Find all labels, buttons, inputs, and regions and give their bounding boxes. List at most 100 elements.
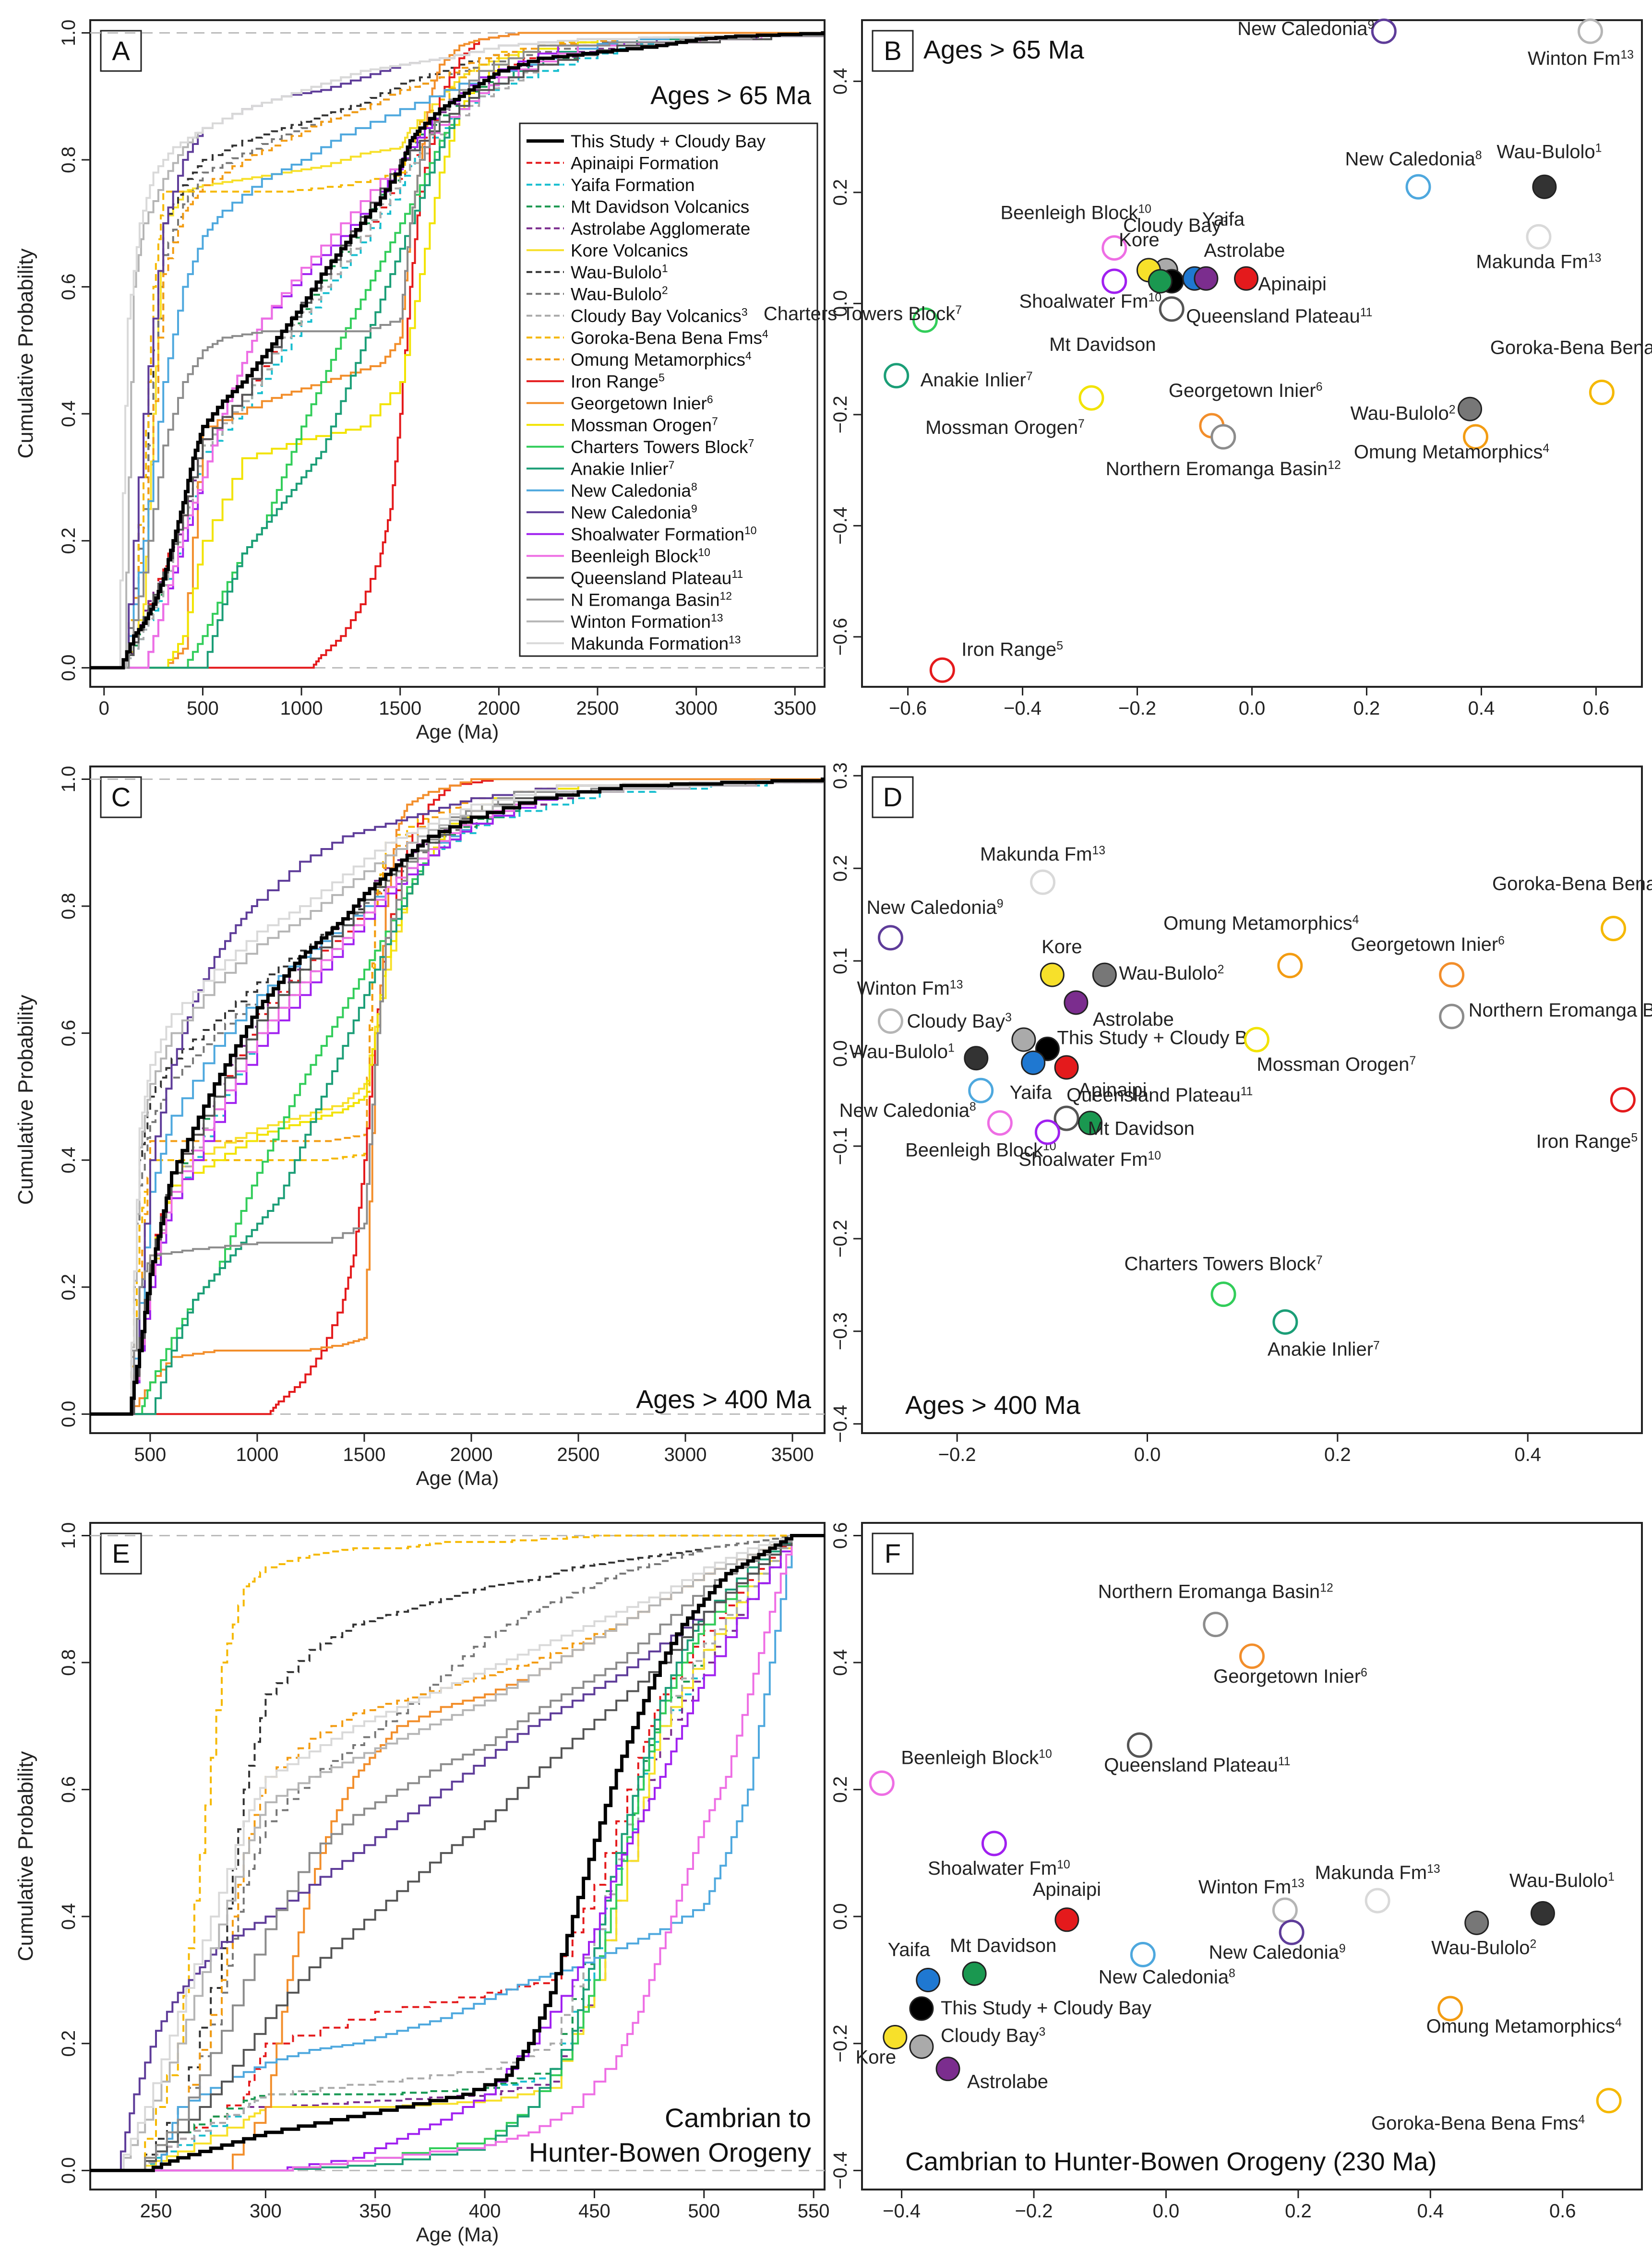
point-label: Makunda Fm13 [980, 844, 1105, 865]
y-tick-label: 0.1 [830, 947, 851, 974]
point-label: Astrolabe [1093, 1009, 1174, 1030]
legend-label: Mossman Orogen7 [571, 415, 718, 435]
data-point [1234, 266, 1259, 291]
data-point [987, 1110, 1013, 1136]
series-line [90, 1534, 825, 2172]
plot-frame [89, 766, 826, 1434]
legend-label: This Study + Cloudy Bay [571, 132, 766, 151]
x-tick-label: 1000 [236, 1444, 278, 1465]
data-point [964, 1046, 989, 1071]
x-tick-label: 3000 [664, 1444, 707, 1465]
data-point [1210, 424, 1236, 450]
point-label: Mt Davidson [950, 1935, 1056, 1956]
point-label: Yaifa [1010, 1082, 1053, 1103]
series-line [90, 778, 825, 1415]
point-label: Kore [856, 2047, 897, 2068]
data-point [929, 657, 955, 683]
point-label: Beenleigh Block10 [1001, 203, 1151, 224]
data-point [1532, 174, 1557, 199]
data-point [1021, 1050, 1046, 1075]
panel-letter: C [111, 782, 131, 812]
data-point [1101, 235, 1127, 261]
data-point [1034, 1119, 1060, 1145]
y-tick-label: 0.2 [830, 1776, 851, 1803]
y-tick-label: 0.2 [58, 1274, 79, 1301]
data-point [912, 307, 938, 333]
y-tick-label: 0.2 [58, 527, 79, 554]
plot-frame [861, 1522, 1643, 2190]
series-line [90, 1534, 825, 2172]
x-tick-label: 0.2 [1285, 2201, 1312, 2222]
legend-label: Wau-Bulolo1 [571, 262, 668, 282]
y-tick-label: 0.6 [830, 1522, 851, 1549]
data-point [1078, 385, 1104, 411]
y-tick-label: 0.0 [830, 1040, 851, 1067]
y-tick-label: −0.4 [830, 507, 851, 545]
point-label: Northern Eromanga Basin12 [1106, 458, 1341, 479]
x-tick-label: 0.0 [1134, 1444, 1161, 1465]
point-label: Apinaipi [1033, 1879, 1101, 1900]
data-point [877, 925, 903, 951]
point-label: Kore [1119, 229, 1160, 251]
point-label: Omung Metamorphics4 [1163, 913, 1359, 934]
data-point [1371, 18, 1397, 44]
point-label: Omung Metamorphics4 [1426, 2016, 1622, 2037]
series-line [90, 778, 825, 1415]
y-tick-label: −0.2 [830, 395, 851, 433]
point-label: Winton Fm13 [1198, 1877, 1305, 1898]
data-point [1130, 1942, 1156, 1968]
legend-label: Makunda Formation13 [571, 633, 741, 653]
data-point [909, 2034, 934, 2059]
point-label: Iron Range5 [1536, 1131, 1638, 1152]
x-tick-label: 1500 [379, 698, 421, 719]
point-label: Georgetown Inier6 [1213, 1666, 1367, 1687]
point-label: Kore [1041, 936, 1082, 957]
x-tick-label: 500 [134, 1444, 167, 1465]
series-line [90, 1534, 825, 2172]
panel-a: A 0 500 1000 1500 2000 2500 3000 3500 0.0 0.2 0.4 0.… [14, 19, 826, 743]
panel-letter-box [872, 30, 914, 72]
point-label: Mossman Orogen7 [925, 417, 1085, 438]
y-tick-label: 0.0 [830, 1903, 851, 1930]
series-line [90, 1534, 825, 2172]
legend-label: N Eromanga Basin12 [571, 589, 732, 610]
y-tick-label: 0.3 [830, 762, 851, 789]
data-point [1148, 269, 1173, 294]
y-tick-label: 1.0 [58, 766, 79, 793]
legend-label: New Caledonia9 [571, 502, 697, 522]
legend-label: Yaifa Formation [571, 175, 694, 195]
series-line [90, 1534, 825, 2172]
point-label: Goroka-Bena Bena Fms4 [1492, 874, 1652, 895]
point-label: Shoalwater Fm10 [1019, 291, 1161, 312]
data-point [981, 1831, 1007, 1856]
series-line [90, 1534, 825, 2172]
x-tick-label: 0.2 [1324, 1444, 1351, 1465]
panel-letter-box [872, 776, 914, 818]
data-point [1210, 1281, 1236, 1307]
panel-title: Ages > 400 Ma [905, 1391, 1081, 1420]
x-tick-label: 0.0 [1239, 698, 1266, 719]
point-label: New Caledonia9 [866, 897, 1003, 918]
series-line [90, 1534, 825, 2172]
point-label: Beenleigh Block10 [901, 1747, 1052, 1768]
x-tick-label: 0.4 [1468, 698, 1495, 719]
data-point [1601, 916, 1627, 942]
point-label: New Caledonia9 [1209, 1942, 1346, 1963]
data-point [1272, 1309, 1298, 1335]
x-tick-label: 0.2 [1353, 698, 1380, 719]
panel-c: C 500 1000 1500 2000 2500 3000 3500 0.0 0.2 0.4 0.6… [14, 766, 826, 1489]
point-label: Goroka-Bena Bena Fms4 [1371, 2113, 1585, 2134]
point-label: Mossman Orogen7 [1257, 1054, 1416, 1075]
data-point [1054, 1907, 1079, 1932]
data-point [1239, 1643, 1265, 1669]
point-label: Yaifa [888, 1939, 931, 1960]
data-point [1577, 18, 1603, 44]
series-line [90, 778, 825, 1415]
point-label: Northern Eromanga Basin12 [1098, 1581, 1333, 1603]
x-tick-label: 500 [688, 2201, 720, 2222]
data-point [968, 1077, 994, 1103]
series-line [90, 32, 825, 669]
y-tick-label: 1.0 [58, 1522, 79, 1549]
x-tick-label: −0.2 [1118, 698, 1156, 719]
